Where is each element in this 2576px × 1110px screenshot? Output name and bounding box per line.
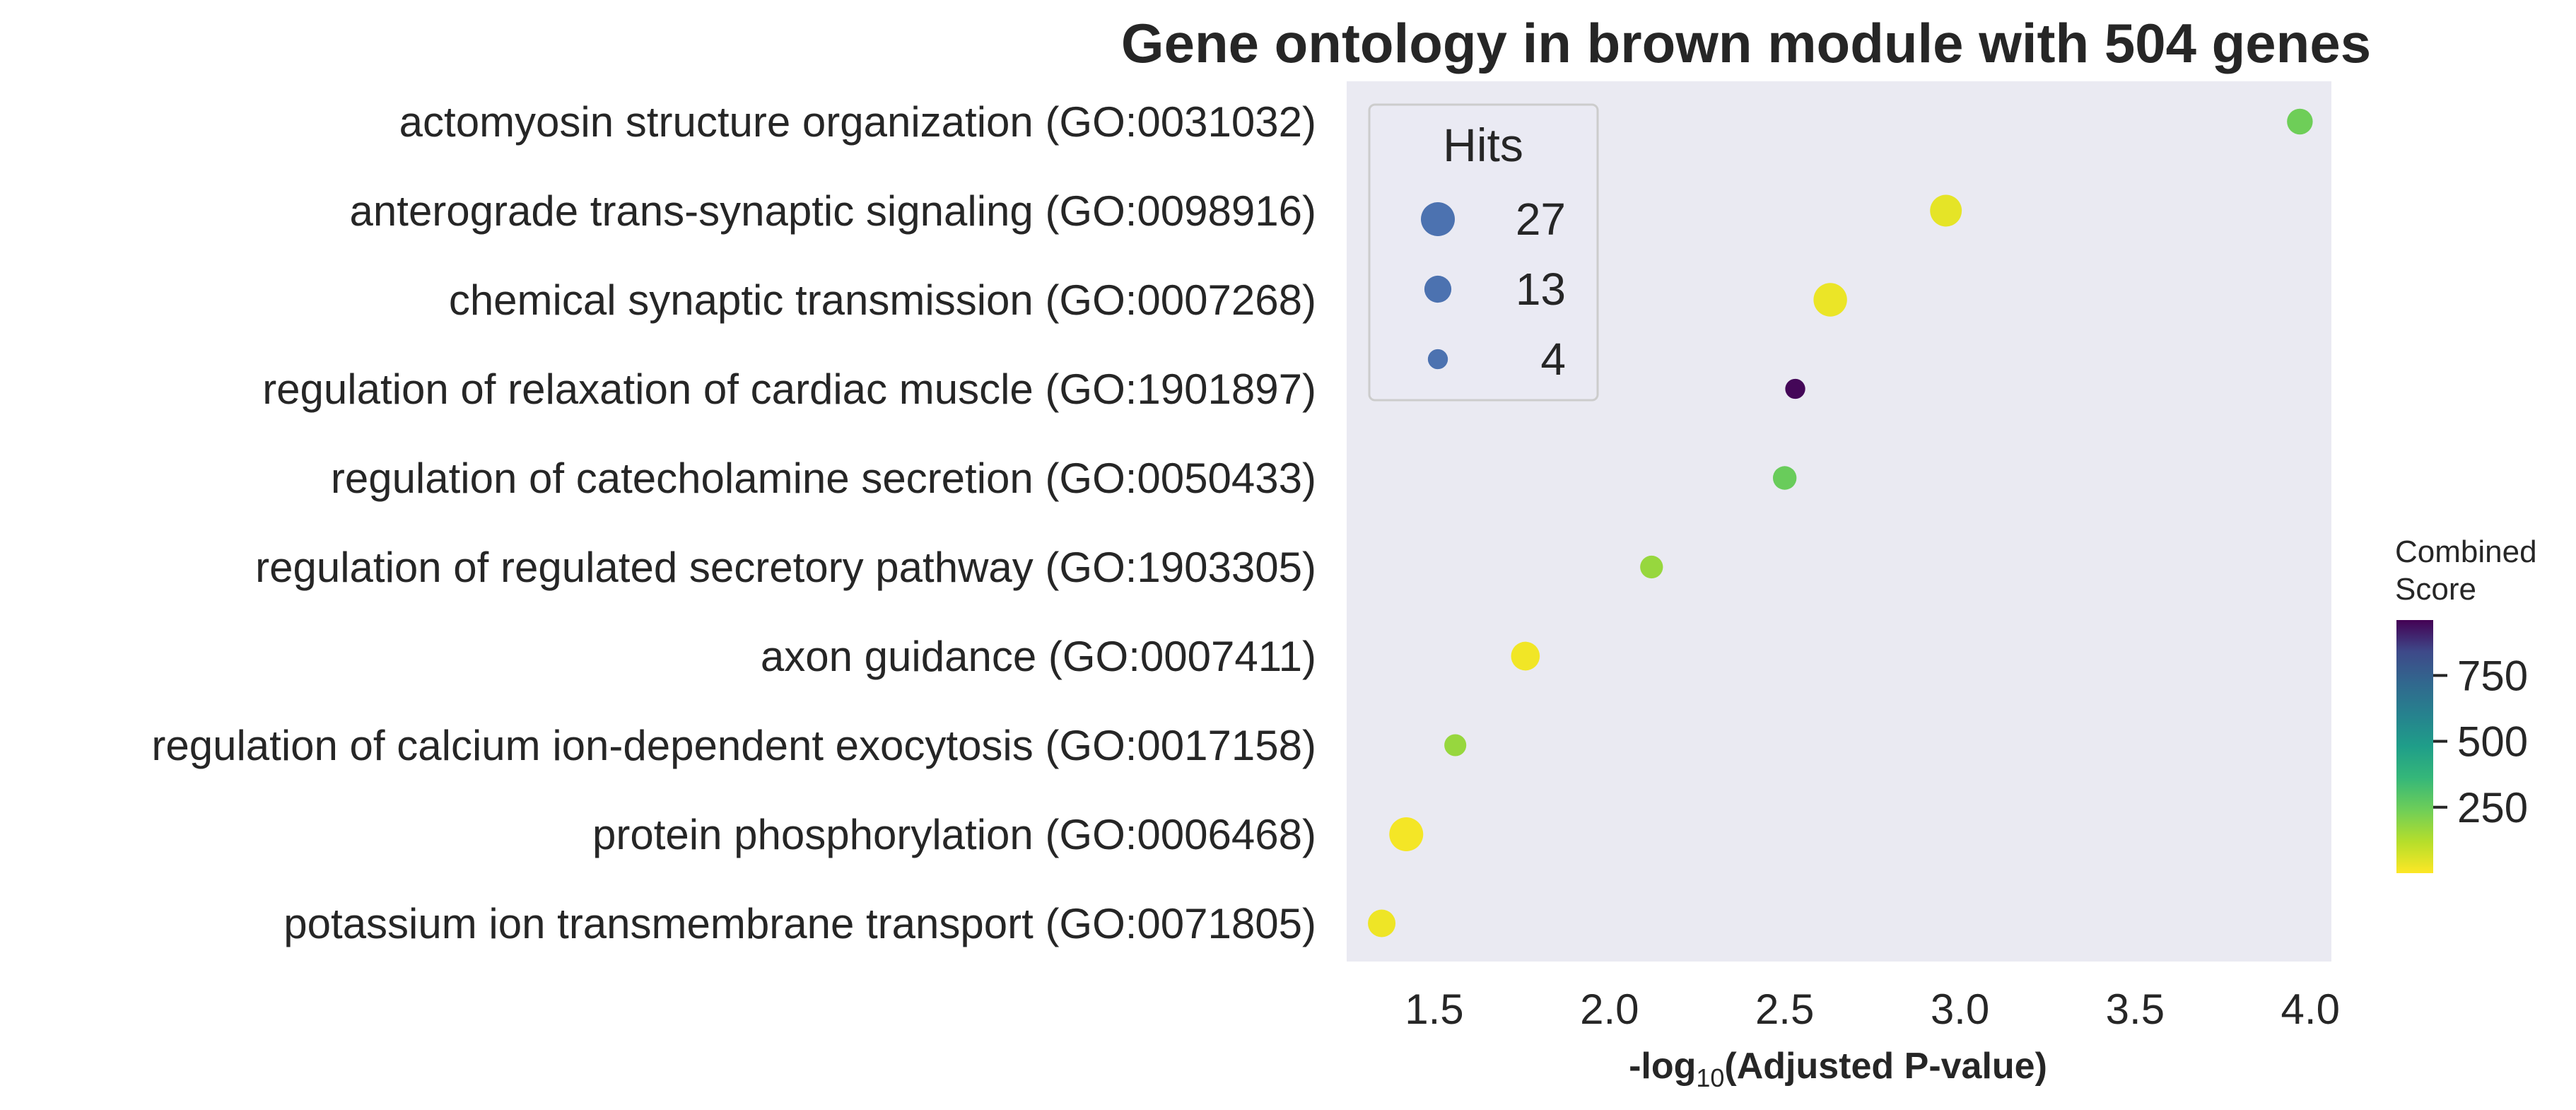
size-legend-label: 27 — [1516, 194, 1566, 245]
size-legend-title: Hits — [1443, 119, 1523, 171]
x-axis-label-subscript: 10 — [1696, 1063, 1724, 1092]
size-legend-marker — [1427, 349, 1448, 370]
chart-title: Gene ontology in brown module with 504 g… — [1121, 12, 2371, 74]
size-legend-label: 13 — [1516, 264, 1566, 315]
x-tick-label: 3.0 — [1931, 986, 1989, 1033]
colorbar: Combined Score 250 500 750 — [2395, 534, 2537, 873]
data-point — [1813, 283, 1847, 317]
x-axis-label-main: -log — [1629, 1046, 1696, 1087]
category-label: protein phosphorylation (GO:0006468) — [592, 811, 1316, 858]
colorbar-tick-label: 250 — [2457, 784, 2528, 831]
size-legend-marker — [1421, 202, 1455, 236]
data-point — [1368, 909, 1396, 937]
size-legend: Hits 27 13 4 — [1368, 103, 1599, 402]
category-label: regulation of calcium ion-dependent exoc… — [151, 722, 1316, 769]
category-label: axon guidance (GO:0007411) — [761, 633, 1316, 680]
colorbar-tick-label: 750 — [2457, 652, 2528, 699]
colorbar-title-line1: Combined — [2395, 534, 2537, 569]
colorbar-gradient — [2396, 620, 2433, 873]
scatter-points — [1368, 108, 2313, 937]
category-label: actomyosin structure organization (GO:00… — [399, 98, 1316, 146]
data-point — [1785, 378, 1805, 399]
data-point — [1930, 194, 1962, 227]
category-label: regulation of catecholamine secretion (G… — [331, 455, 1316, 502]
size-legend-frame — [1368, 103, 1599, 402]
data-point — [2287, 108, 2313, 135]
size-legend-marker — [1424, 275, 1452, 303]
category-label: potassium ion transmembrane transport (G… — [283, 900, 1316, 947]
x-axis-label-rest: (Adjusted P-value) — [1724, 1046, 2047, 1087]
x-axis-label: -log10(Adjusted P-value) — [1629, 1046, 2047, 1092]
x-tick-label: 2.5 — [1755, 986, 1814, 1033]
data-point — [1444, 734, 1467, 756]
data-point — [1772, 466, 1797, 490]
x-tick-label: 2.0 — [1580, 986, 1639, 1033]
x-tick-label: 3.5 — [2106, 986, 2165, 1033]
category-label: regulation of regulated secretory pathwa… — [255, 544, 1316, 591]
colorbar-tick-label: 500 — [2457, 718, 2528, 766]
data-point — [1511, 641, 1540, 671]
category-label: anterograde trans-synaptic signaling (GO… — [350, 187, 1316, 235]
category-label: chemical synaptic transmission (GO:00072… — [449, 276, 1316, 324]
x-axis-ticks: 1.5 2.0 2.5 3.0 3.5 4.0 — [1405, 986, 2340, 1033]
y-axis-labels: actomyosin structure organization (GO:00… — [151, 98, 1316, 947]
x-tick-label: 4.0 — [2281, 986, 2340, 1033]
data-point — [1640, 555, 1663, 579]
x-tick-label: 1.5 — [1405, 986, 1463, 1033]
size-legend-label: 4 — [1540, 334, 1566, 385]
colorbar-title-line2: Score — [2395, 572, 2476, 607]
data-point — [1389, 817, 1424, 851]
category-label: regulation of relaxation of cardiac musc… — [262, 366, 1316, 413]
